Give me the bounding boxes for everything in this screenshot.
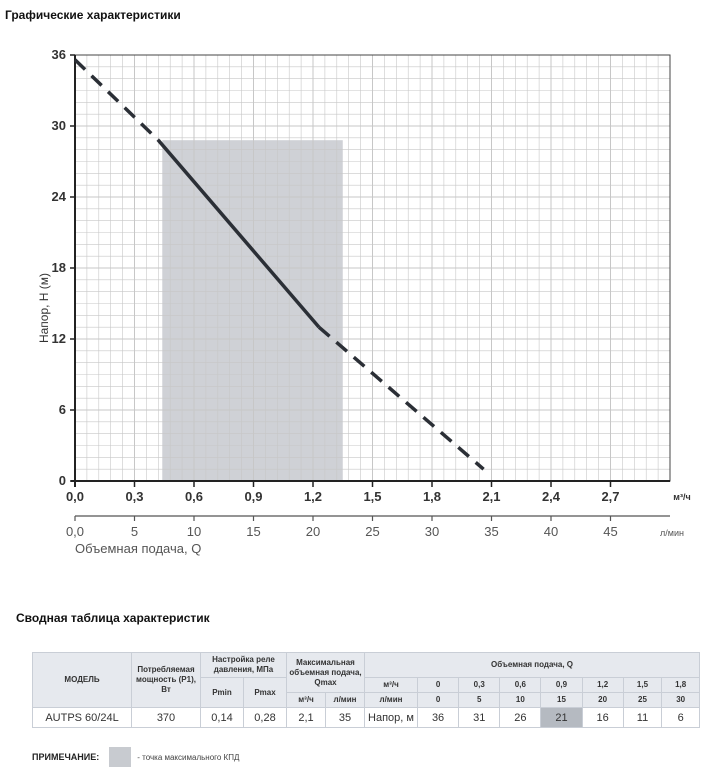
- row-power: 370: [131, 707, 201, 728]
- x-tick-label-lmin: 25: [365, 524, 379, 539]
- y-tick-label: 12: [52, 331, 66, 346]
- row-qmax-l: 35: [325, 707, 365, 728]
- flow-l-cell: 5: [458, 692, 501, 708]
- header-power: Потребляемая мощность (P1), Вт: [131, 652, 201, 708]
- x-tick-label-lmin: 35: [484, 524, 498, 539]
- chart-heading: Графические характеристики: [5, 8, 181, 22]
- x-tick-label: 1,2: [304, 489, 322, 504]
- header-flow: Объемная подача, Q: [364, 652, 700, 678]
- flow-l-cell: 20: [581, 692, 624, 708]
- x-tick-label: 2,7: [601, 489, 619, 504]
- row-qmax-m3: 2,1: [286, 707, 326, 728]
- head-cell: 16: [581, 707, 624, 728]
- y-tick-label: 18: [52, 260, 66, 275]
- header-pmin: Pmin: [200, 677, 244, 708]
- flow-m3-cell: 0,3: [458, 677, 501, 693]
- x-tick-label: 0,3: [125, 489, 143, 504]
- y-axis-label: Напор, H (м): [37, 273, 51, 343]
- legend-swatch: [109, 747, 132, 767]
- row-pmin: 0,14: [200, 707, 244, 728]
- x-tick-label: 2,4: [542, 489, 561, 504]
- header-model: МОДЕЛЬ: [32, 652, 132, 708]
- header-flow-l: л/мин: [364, 692, 418, 708]
- header-qmax-m3: м³/ч: [286, 692, 326, 708]
- flow-l-cell: 25: [622, 692, 663, 708]
- x-tick-label: 0,9: [244, 489, 262, 504]
- x-unit-lmin: л/мин: [660, 528, 684, 538]
- flow-m3-cell: 0: [416, 677, 460, 693]
- curve-dashed: [73, 58, 160, 142]
- curve-dashed: [317, 325, 485, 471]
- flow-l-cell: 15: [540, 692, 583, 708]
- x-tick-label: 1,5: [363, 489, 381, 504]
- note-label: ПРИМЕЧАНИЕ:: [32, 752, 100, 762]
- flow-m3-cell: 0,9: [540, 677, 583, 693]
- head-cell: 11: [622, 707, 663, 728]
- flow-m3-cell: 1,8: [661, 677, 700, 693]
- head-cell: 31: [458, 707, 501, 728]
- header-pmax: Pmax: [243, 677, 287, 708]
- flow-l-cell: 0: [416, 692, 460, 708]
- x-tick-label-lmin: 5: [131, 524, 138, 539]
- x-tick-label: 0,0: [66, 489, 84, 504]
- x-tick-label: 0,6: [185, 489, 203, 504]
- x-tick-label-lmin: 20: [306, 524, 320, 539]
- flow-m3-cell: 0,6: [499, 677, 542, 693]
- x-unit-m3h: м³/ч: [673, 492, 690, 502]
- max-efficiency-region: [162, 140, 343, 481]
- header-relay: Настройка реле давления, МПа: [200, 652, 287, 678]
- table-heading: Сводная таблица характеристик: [16, 611, 210, 625]
- head-cell: 26: [499, 707, 542, 728]
- spec-table: МОДЕЛЬ Потребляемая мощность (P1), Вт На…: [32, 652, 700, 728]
- flow-l-cell: 10: [499, 692, 542, 708]
- flow-m3-cell: 1,2: [581, 677, 624, 693]
- y-tick-label: 36: [52, 47, 66, 62]
- flow-l-cell: 30: [661, 692, 700, 708]
- x-tick-label-lmin: 30: [425, 524, 439, 539]
- head-cell: 36: [416, 707, 460, 728]
- row-model: AUTPS 60/24L: [32, 707, 132, 728]
- x-tick-label-lmin: 45: [603, 524, 617, 539]
- row-pmax: 0,28: [243, 707, 287, 728]
- note: ПРИМЕЧАНИЕ: - точка максимального КПД: [32, 746, 239, 768]
- head-cell: 6: [661, 707, 700, 728]
- y-tick-label: 30: [52, 118, 66, 133]
- header-flow-m3: м³/ч: [364, 677, 418, 693]
- head-cell: 21: [540, 707, 583, 728]
- header-qmax-l: л/мин: [325, 692, 365, 708]
- y-tick-label: 0: [59, 473, 66, 488]
- x-tick-label: 2,1: [482, 489, 500, 504]
- x-tick-label-lmin: 40: [544, 524, 558, 539]
- curve-solid: [156, 139, 321, 329]
- y-tick-label: 24: [52, 189, 67, 204]
- flow-m3-cell: 1,5: [622, 677, 663, 693]
- y-tick-label: 6: [59, 402, 66, 417]
- header-qmax: Максимальная объемная подача, Qmax: [286, 652, 365, 693]
- x-tick-label: 1,8: [423, 489, 441, 504]
- x-tick-label-lmin: 15: [246, 524, 260, 539]
- note-text: - точка максимального КПД: [137, 752, 240, 762]
- x-tick-label-lmin: 0,0: [66, 524, 84, 539]
- row-head-label: Напор, м: [364, 707, 418, 728]
- x-tick-label-lmin: 10: [187, 524, 201, 539]
- x-axis-label: Объемная подача, Q: [75, 541, 201, 556]
- pump-curve-chart: 0 6 12 18 24 30 36 Напор, H (м) 0,0 0,3 0,6 0,9 1,2 1…: [37, 47, 691, 556]
